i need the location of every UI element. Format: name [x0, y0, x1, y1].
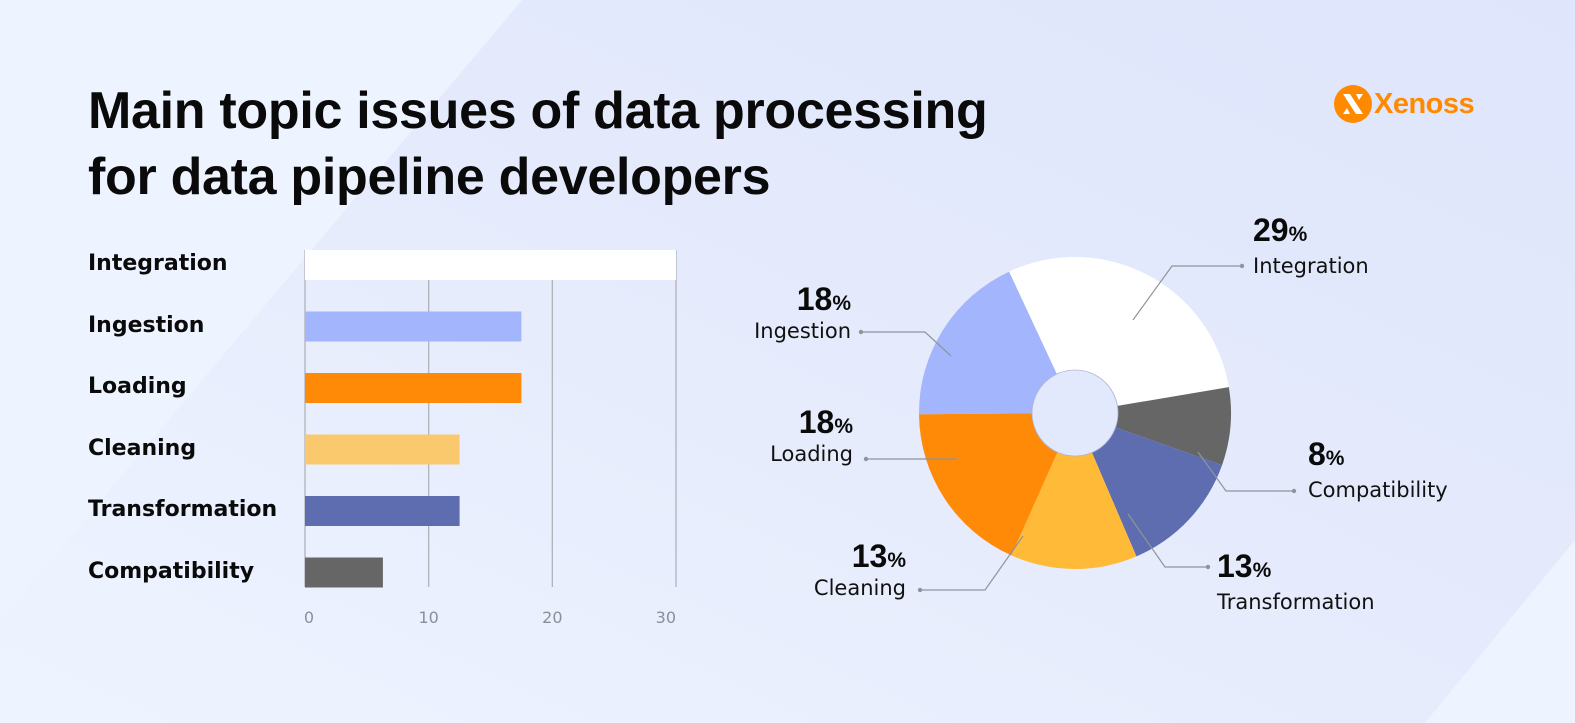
- bar-compatibility: [305, 557, 383, 588]
- percent-value: 29: [1253, 212, 1289, 248]
- percent-sign: %: [887, 549, 906, 572]
- percent-sign: %: [834, 415, 853, 438]
- x-tick-label-30: 30: [656, 608, 676, 627]
- x-tick-label-10: 10: [418, 608, 438, 627]
- bar-label-loading: Loading: [88, 374, 187, 399]
- bar-integration: [305, 250, 676, 280]
- bar-label-integration: Integration: [88, 251, 228, 276]
- pie-percent-cleaning: 13%: [852, 539, 906, 578]
- percent-value: 18: [798, 404, 835, 440]
- leader-dot-loading: [863, 456, 869, 462]
- pie-slice-loading: [919, 413, 1058, 556]
- pie-center-hole: [1031, 369, 1119, 457]
- leader-line-transformation: [1127, 513, 1208, 568]
- x-tick-label-0: 0: [304, 608, 314, 627]
- leader-dot-transformation: [1205, 564, 1211, 570]
- bar-cleaning: [305, 434, 460, 465]
- leader-dot-ingestion: [858, 329, 864, 335]
- pie-label-loading: Loading: [770, 442, 853, 466]
- leader-dot-compatibility: [1291, 488, 1297, 494]
- leader-line-compatibility: [1197, 451, 1294, 492]
- pie-label-compatibility: Compatibility: [1308, 478, 1448, 502]
- pie-label-ingestion: Ingestion: [754, 319, 851, 343]
- pie-slice-integration: [1009, 257, 1229, 406]
- bar-label-ingestion: Ingestion: [88, 312, 205, 338]
- leader-dot-integration: [1239, 263, 1245, 269]
- pie-label-transformation: Transformation: [1217, 590, 1375, 614]
- leader-dot-cleaning: [917, 587, 923, 593]
- pie-label-cleaning: Cleaning: [813, 576, 906, 600]
- page-title: Main topic issues of data processing for…: [88, 78, 988, 210]
- pie-slice-cleaning: [1011, 452, 1137, 569]
- pie-percent-loading: 18%: [799, 405, 853, 444]
- percent-sign: %: [1252, 559, 1272, 582]
- percent-sign: %: [1325, 447, 1345, 470]
- bar-label-compatibility: Compatibility: [88, 558, 255, 584]
- percent-value: 18: [796, 281, 833, 317]
- percent-sign: %: [832, 292, 851, 315]
- pie-slice-transformation: [1091, 427, 1223, 557]
- pie-percent-ingestion: 18%: [797, 282, 851, 321]
- bar-label-cleaning: Cleaning: [88, 435, 197, 461]
- title-line-1: Main topic issues of data processing: [88, 82, 988, 140]
- percent-sign: %: [1288, 223, 1308, 246]
- bar-label-transformation: Transformation: [88, 497, 278, 522]
- xenoss-logo: Xenoss: [1334, 85, 1475, 123]
- percent-value: 13: [851, 538, 888, 574]
- pie-slice-ingestion: [919, 271, 1057, 415]
- pie-percent-integration: 29%: [1253, 213, 1307, 252]
- pie-percent-compatibility: 8%: [1308, 437, 1344, 476]
- logo-text: Xenoss: [1374, 87, 1475, 120]
- leader-line-cleaning: [920, 535, 1024, 591]
- x-tick-label-20: 20: [542, 608, 562, 627]
- bar-ingestion: [305, 311, 522, 342]
- leader-line-ingestion: [861, 331, 952, 357]
- pie-percent-transformation: 13%: [1217, 549, 1271, 588]
- percent-value: 13: [1217, 548, 1253, 584]
- pie-label-integration: Integration: [1253, 254, 1369, 278]
- xenoss-x-logo-icon: [1334, 85, 1372, 123]
- percent-value: 8: [1308, 436, 1326, 472]
- pie-slice-compatibility: [1115, 387, 1232, 466]
- bar-loading: [305, 373, 522, 403]
- bar-transformation: [305, 496, 460, 526]
- leader-line-integration: [1132, 265, 1242, 321]
- title-line-2: for data pipeline developers: [88, 148, 771, 206]
